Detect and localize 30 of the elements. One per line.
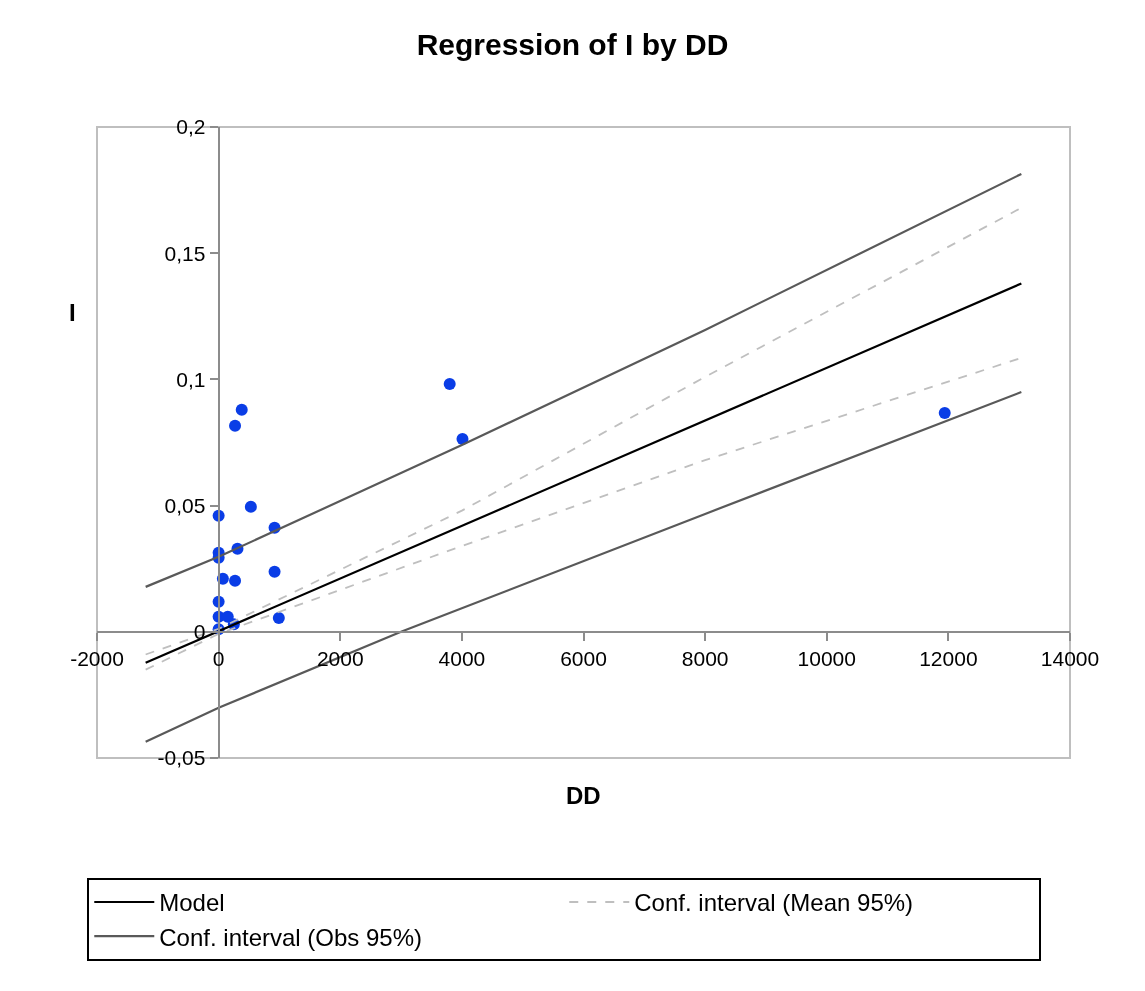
y-tick-label: 0 xyxy=(193,620,206,644)
legend-label: Conf. interval (Obs 95%) xyxy=(159,923,423,951)
x-tick-label: 4000 xyxy=(438,647,486,670)
point xyxy=(938,406,951,419)
y-tick-label: 0,05 xyxy=(164,493,206,517)
line-series xyxy=(144,172,1023,588)
x-tick-label: 12000 xyxy=(919,647,978,670)
x-tick-label: 14000 xyxy=(1040,647,1100,670)
point xyxy=(443,377,456,390)
y-tick-label: 0,1 xyxy=(176,367,206,391)
x-tick-label: 8000 xyxy=(681,647,729,670)
point xyxy=(229,419,242,432)
x-tick-label: 10000 xyxy=(797,647,856,670)
point xyxy=(235,403,248,416)
point xyxy=(272,611,285,624)
chart-title: Regression of I by DD xyxy=(416,28,729,62)
x-tick-label: 6000 xyxy=(560,647,607,670)
point xyxy=(244,500,257,513)
x-tick-label: 0 xyxy=(212,647,225,670)
legend-label: Model xyxy=(159,889,225,917)
point xyxy=(268,565,281,578)
y-tick-label: 0,15 xyxy=(164,241,206,265)
legend-label: Conf. interval (Mean 95%) xyxy=(634,889,914,917)
x-axis-title: DD xyxy=(566,782,601,809)
x-tick-label: -2000 xyxy=(70,647,124,670)
y-tick-label: -0,05 xyxy=(157,746,206,770)
y-tick-label: 0,2 xyxy=(176,115,206,139)
y-axis-title: I xyxy=(69,299,76,326)
point xyxy=(229,574,242,587)
line-series xyxy=(144,390,1023,743)
